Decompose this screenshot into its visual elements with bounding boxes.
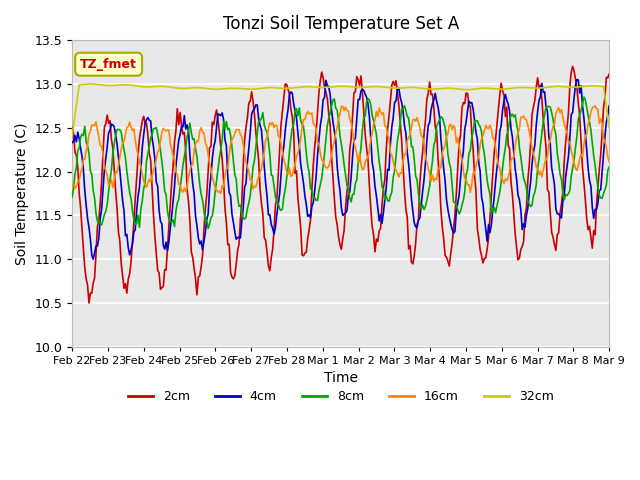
X-axis label: Time: Time [324,372,358,385]
Text: TZ_fmet: TZ_fmet [80,58,137,71]
Legend: 2cm, 4cm, 8cm, 16cm, 32cm: 2cm, 4cm, 8cm, 16cm, 32cm [123,385,559,408]
Title: Tonzi Soil Temperature Set A: Tonzi Soil Temperature Set A [223,15,459,33]
Y-axis label: Soil Temperature (C): Soil Temperature (C) [15,122,29,264]
